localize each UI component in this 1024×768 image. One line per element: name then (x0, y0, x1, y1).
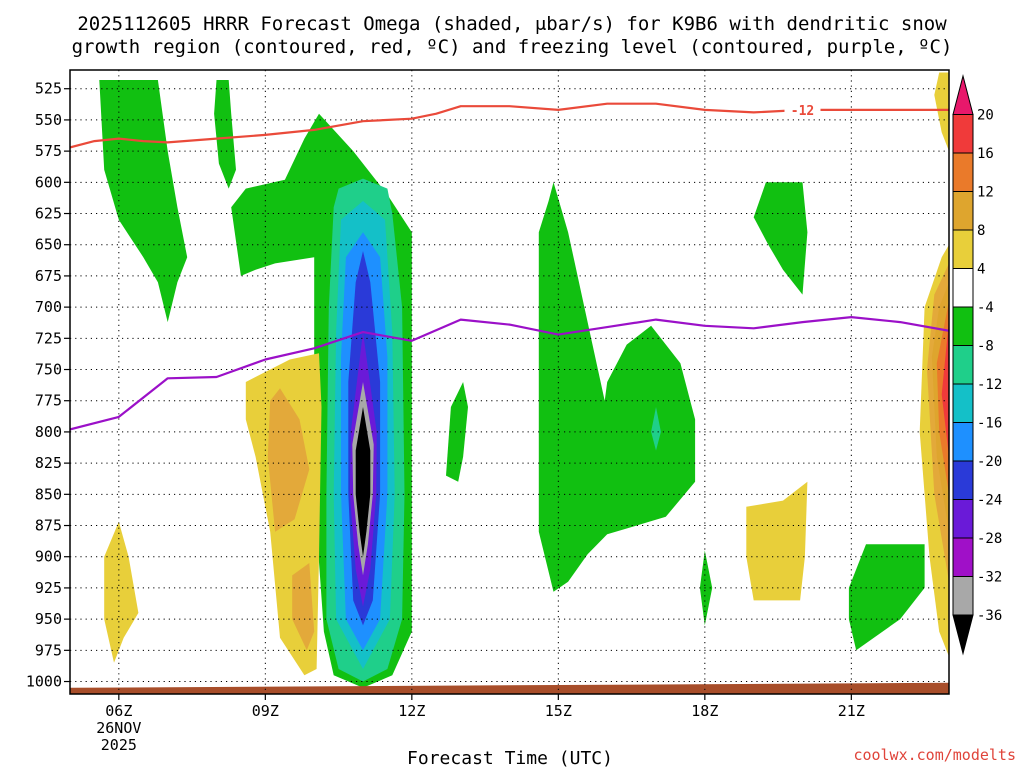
x-axis-label: Forecast Time (UTC) (407, 748, 613, 768)
colorbar-swatch-8 (952, 383, 974, 423)
x-tick-year: 2025 (101, 736, 137, 754)
y-tick-label-900: 900 (35, 548, 62, 566)
x-tick-label-09Z: 09Z (252, 702, 279, 720)
plot-frame (69, 69, 950, 695)
x-tick-label-15Z: 15Z (545, 702, 572, 720)
y-tick-label-675: 675 (35, 267, 62, 285)
dendritic-growth-contour (70, 102, 949, 149)
omega-region-25 (941, 319, 949, 457)
omega-region-15 (848, 544, 925, 651)
colorbar-swatch-13 (952, 576, 974, 616)
y-tick-label-550: 550 (35, 111, 62, 129)
colorbar-label-8: 8 (977, 223, 985, 239)
colorbar-label--32: -32 (977, 570, 1002, 586)
colorbar-label-12: 12 (977, 185, 994, 201)
omega-region-11 (538, 182, 696, 592)
y-tick-label-775: 775 (35, 392, 62, 410)
y-tick-label-525: 525 (35, 80, 62, 98)
omega-region-0 (99, 80, 188, 323)
omega-region-1 (214, 80, 236, 189)
freezing-level-contour (70, 316, 949, 431)
omega-region-14 (699, 550, 713, 626)
colorbar-label--20: -20 (977, 454, 1002, 470)
terrain-layer (70, 682, 949, 694)
grid-lines (70, 70, 949, 694)
colorbar-swatch-3 (952, 191, 974, 231)
terrain-fill (70, 682, 949, 694)
contour-lines: -12 (70, 101, 949, 431)
y-tick-label-725: 725 (35, 329, 62, 347)
y-tick-label-925: 925 (35, 579, 62, 597)
x-tick-date: 26NOV (96, 719, 141, 737)
colorbar-swatch-9 (952, 422, 974, 462)
colorbar-swatch-7 (952, 345, 974, 385)
colorbar-label-20: 20 (977, 108, 994, 124)
omega-region-20 (746, 481, 808, 601)
y-tick-label-975: 975 (35, 641, 62, 659)
contour-label: -12 (791, 104, 814, 119)
y-tick-label-825: 825 (35, 454, 62, 472)
contour-label-bg (784, 101, 821, 117)
credit-link[interactable]: coolwx.com/modelts (853, 746, 1016, 764)
y-tick-label-850: 850 (35, 485, 62, 503)
colorbar-label--24: -24 (977, 493, 1002, 509)
omega-region-10 (446, 382, 468, 482)
colorbar-swatch-1 (952, 114, 974, 154)
colorbar-label--16: -16 (977, 416, 1002, 432)
chart-title-line1: 2025112605 HRRR Forecast Omega (shaded, … (77, 13, 947, 35)
omega-shading (99, 72, 949, 688)
y-tick-label-650: 650 (35, 236, 62, 254)
omega-region-9 (355, 407, 371, 557)
omega-region-26 (934, 72, 949, 152)
colorbar-label--4: -4 (977, 300, 994, 316)
colorbar-swatch-11 (952, 499, 974, 539)
colorbar-label-4: 4 (977, 262, 985, 278)
y-tick-label-950: 950 (35, 610, 62, 628)
y-tick-label-575: 575 (35, 142, 62, 160)
x-tick-label-06Z: 06Z (105, 702, 132, 720)
colorbar-swatch-0 (952, 74, 974, 115)
y-axis: 525 550 575 600 625 650 675 700 725 750 775 800 825 8… (26, 80, 70, 691)
colorbar-swatch-14 (952, 614, 974, 656)
colorbar-label--8: -8 (977, 339, 994, 355)
y-tick-label-600: 600 (35, 173, 62, 191)
omega-region-19 (292, 563, 315, 651)
colorbar-swatch-10 (952, 460, 974, 500)
y-tick-label-800: 800 (35, 423, 62, 441)
y-tick-label-625: 625 (35, 205, 62, 223)
colorbar-label--36: -36 (977, 608, 1002, 624)
omega-region-12 (651, 407, 661, 451)
x-tick-label-21Z: 21Z (838, 702, 865, 720)
chart-title-line2: growth region (contoured, red, ºC) and f… (72, 36, 953, 58)
y-tick-label-1000: 1000 (26, 673, 62, 691)
y-tick-label-875: 875 (35, 517, 62, 535)
colorbar-swatch-2 (952, 152, 974, 192)
colorbar-swatch-5 (952, 268, 974, 308)
colorbar-swatch-12 (952, 537, 974, 577)
colorbar-label-16: 16 (977, 146, 994, 162)
y-tick-label-700: 700 (35, 298, 62, 316)
x-tick-label-18Z: 18Z (691, 702, 718, 720)
omega-region-16 (104, 521, 139, 663)
y-tick-label-750: 750 (35, 361, 62, 379)
omega-region-18 (267, 388, 310, 532)
colorbar: 20 16 12 8 4 -4 -8 -12 -16 -20 -24 -28 -32 -36 (952, 74, 1002, 656)
x-tick-label-12Z: 12Z (398, 702, 425, 720)
colorbar-swatch-6 (952, 306, 974, 346)
colorbar-label--12: -12 (977, 377, 1002, 393)
colorbar-label--28: -28 (977, 531, 1002, 547)
colorbar-swatch-4 (952, 229, 974, 269)
omega-region-13 (753, 182, 808, 295)
